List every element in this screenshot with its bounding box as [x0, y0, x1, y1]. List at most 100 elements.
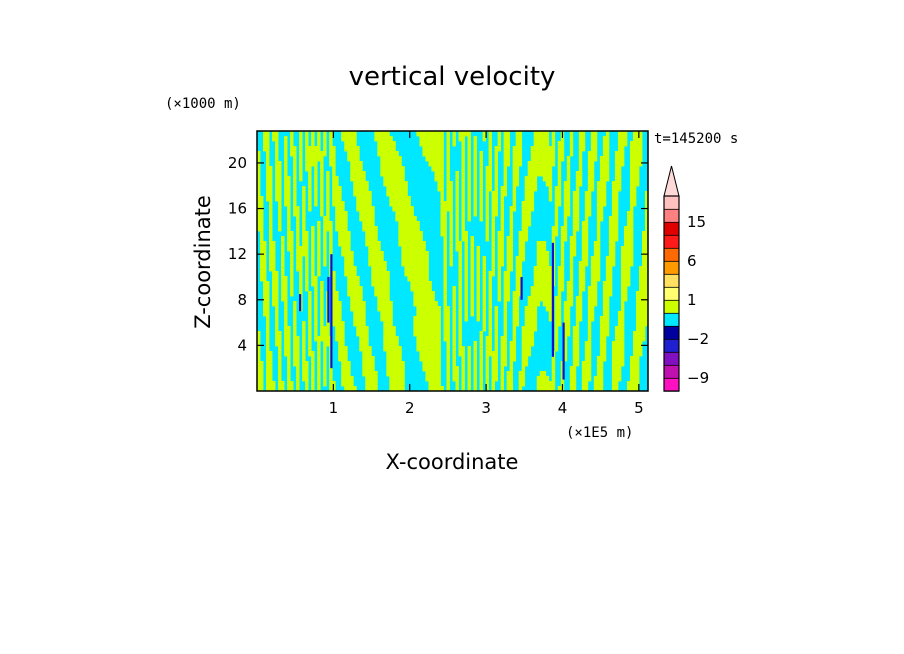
field-cell [266, 186, 273, 192]
field-cell [512, 336, 517, 342]
field-cell [563, 196, 571, 202]
field-cell [443, 266, 447, 272]
field-cell [353, 181, 369, 187]
field-cell [590, 141, 598, 147]
field-cell [416, 131, 444, 137]
y-tick-label: 8 [237, 291, 247, 309]
field-cell [272, 131, 279, 137]
field-cell [557, 286, 565, 292]
field-cell [533, 141, 550, 147]
field-cell [557, 386, 565, 391]
field-cell [572, 336, 580, 342]
field-cell [521, 216, 532, 222]
field-cell [470, 266, 474, 272]
field-cell [461, 186, 465, 192]
field-cell [578, 266, 586, 272]
field-cell [548, 311, 553, 317]
field-cell [491, 261, 496, 267]
field-cell [491, 231, 496, 237]
field-cell [317, 351, 321, 357]
field-cell [449, 246, 453, 252]
field-cell [332, 306, 342, 312]
field-cell [269, 201, 273, 207]
field-cell [611, 376, 622, 382]
field-cell [494, 176, 499, 182]
colorbar-swatch [663, 312, 680, 327]
field-cell [479, 161, 483, 167]
field-cell [617, 311, 625, 317]
field-cell [473, 146, 477, 152]
field-cell [326, 181, 330, 187]
field-cell [290, 146, 297, 152]
field-cell [266, 321, 270, 327]
field-cell [302, 191, 306, 197]
field-cell [623, 226, 634, 232]
field-cell [287, 246, 294, 252]
field-cell [488, 286, 492, 292]
field-cell [419, 136, 444, 142]
field-cell [503, 291, 511, 297]
field-cell [611, 196, 619, 202]
field-cell [572, 331, 580, 337]
field-cell [563, 191, 571, 197]
field-cell [485, 176, 492, 182]
field-cell [293, 196, 297, 202]
field-cell [299, 141, 303, 147]
velocity-field-heatmap [257, 131, 648, 391]
field-cell [383, 326, 396, 332]
field-cell [293, 336, 300, 342]
field-cell [554, 301, 562, 307]
field-cell [281, 241, 285, 247]
field-cell [629, 196, 637, 202]
field-cell [482, 266, 486, 272]
field-cell [299, 136, 303, 142]
field-cell [563, 341, 568, 347]
field-cell [479, 336, 483, 342]
field-cell [521, 336, 535, 342]
field-cell [632, 331, 646, 337]
field-cell [494, 161, 499, 167]
field-cell [269, 266, 276, 272]
field-cell [593, 376, 604, 382]
field-cell [509, 226, 514, 232]
field-cell [260, 276, 267, 282]
field-cell [461, 376, 465, 382]
field-cell [470, 256, 474, 262]
field-cell [569, 261, 574, 267]
field-cell [443, 281, 447, 287]
field-cell [365, 236, 378, 242]
field-cell [626, 386, 640, 391]
field-cell [323, 356, 327, 362]
field-cell [548, 191, 553, 197]
field-cell [437, 181, 444, 187]
field-cell [620, 281, 631, 287]
field-cell [497, 281, 502, 287]
field-cell [461, 176, 465, 182]
field-cell [380, 171, 405, 177]
field-cell [503, 171, 508, 177]
field-cell [512, 296, 520, 302]
field-cell [491, 241, 496, 247]
field-cell [467, 201, 471, 207]
field-cell [563, 206, 571, 212]
field-cell [284, 351, 291, 357]
field-cell [356, 201, 372, 207]
colorbar-swatch [663, 338, 680, 353]
field-cell [485, 356, 489, 362]
field-cell [524, 186, 538, 192]
field-cell [455, 196, 459, 202]
field-cell [557, 271, 565, 277]
field-cell [620, 291, 628, 297]
field-cell [563, 336, 568, 342]
field-cell [323, 146, 327, 152]
field-cell [476, 261, 480, 267]
field-cell [380, 166, 405, 172]
field-cell [503, 311, 508, 317]
field-cell [329, 146, 336, 152]
field-cell [311, 231, 315, 237]
field-cell [590, 276, 601, 282]
field-cell [458, 286, 462, 292]
field-cell [323, 226, 333, 232]
field-cell [620, 286, 628, 292]
field-cell [635, 326, 646, 332]
